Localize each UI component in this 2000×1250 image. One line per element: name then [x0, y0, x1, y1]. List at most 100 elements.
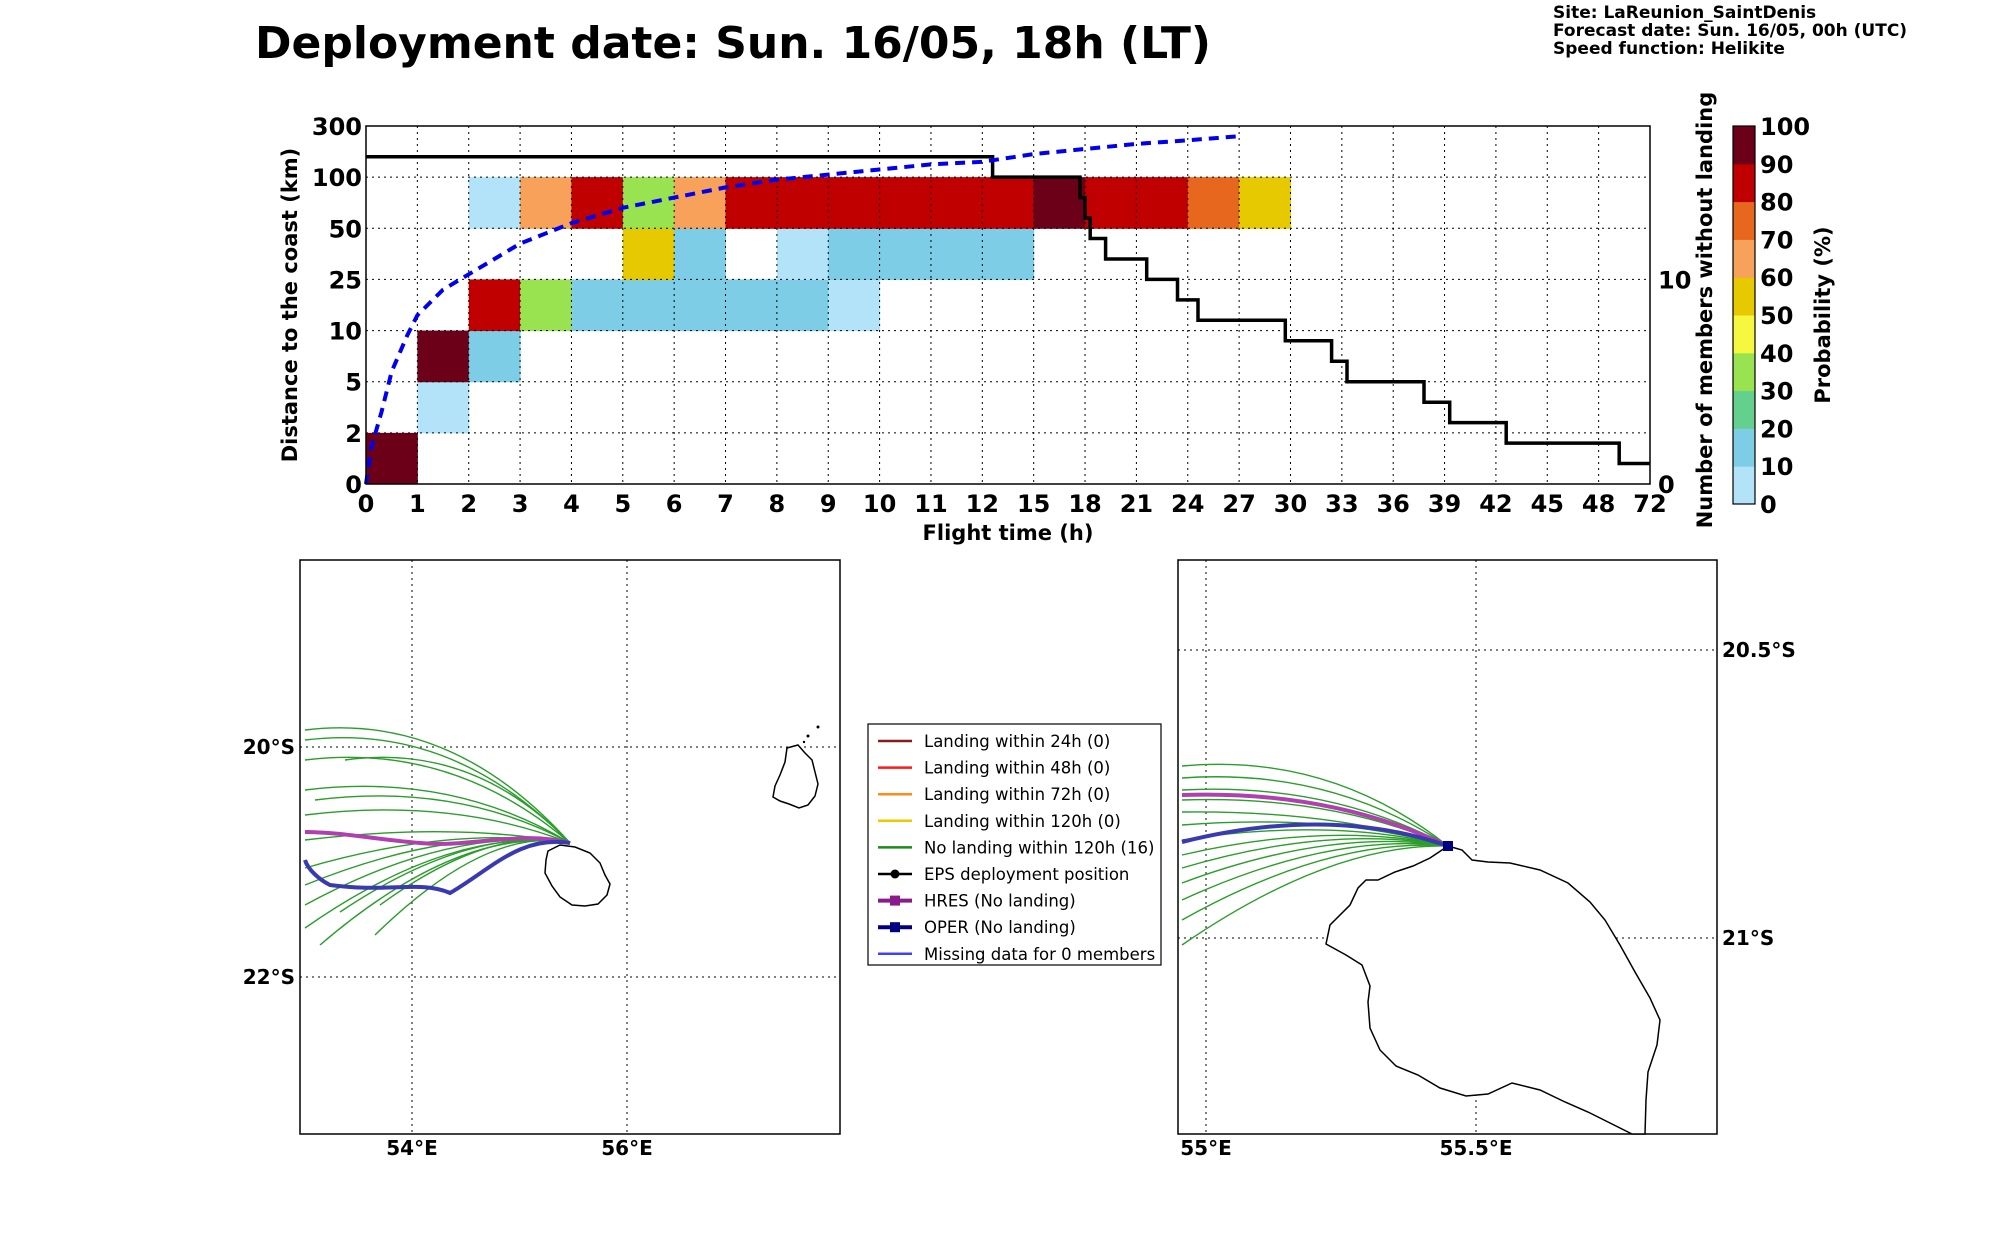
chart-title: Deployment date: Sun. 16/05, 18h (LT) [255, 18, 1211, 69]
x-tick-label: 42 [1479, 490, 1512, 518]
ensemble-track [1181, 837, 1449, 869]
colorbar-tick-label: 20 [1760, 415, 1793, 443]
heatmap-panel: 0 1 2 3 4 5 6 7 8 9 10 11 12 15 18 21 24 27 30 33 36 39 42 45 48… [278, 92, 1717, 545]
y-tick-label: 10 [329, 318, 362, 346]
x-tick-label: 33 [1325, 490, 1358, 518]
x-tick-label: 9 [820, 490, 837, 518]
colorbar-segment [1733, 466, 1755, 505]
colorbar-segment [1733, 163, 1755, 203]
left-map-y-tick: 20°S [243, 735, 295, 759]
heatmap-cell [776, 228, 829, 280]
ensemble-track [1181, 845, 1449, 946]
heatmap-cell [674, 279, 727, 332]
right-map-y-tick: 20.5°S [1722, 638, 1796, 662]
members-without-landing-line [366, 154, 1650, 466]
y-tick-label: 50 [329, 215, 362, 243]
ensemble-track [314, 795, 571, 844]
heatmap-cell [828, 279, 881, 332]
x-tick-label: 30 [1274, 490, 1307, 518]
heatmap-cell [776, 177, 829, 229]
heatmap-cell [879, 228, 932, 280]
y-tick-label: 100 [312, 164, 362, 192]
heatmap-cells [366, 177, 1291, 485]
x-tick-label: 5 [614, 490, 631, 518]
x-tick-label: 39 [1428, 490, 1461, 518]
y-tick-label: 25 [329, 266, 362, 294]
left-map-y-tick: 22°S [243, 965, 295, 989]
ensemble-track [1181, 842, 1449, 901]
oper-track [303, 839, 571, 896]
heatmap-cell [622, 177, 675, 229]
colorbar-tick-label: 70 [1760, 226, 1793, 254]
x-axis-label: Flight time (h) [923, 521, 1094, 545]
heatmap-cell [571, 177, 624, 229]
islet-dot [806, 734, 810, 738]
colorbar-segment [1733, 352, 1755, 392]
legend-marker [890, 869, 900, 879]
y-tick-label: 5 [345, 369, 362, 397]
legend-label: Landing within 24h (0) [924, 732, 1110, 751]
mean-distance-curve [364, 134, 1240, 485]
left-map-tracks [303, 727, 571, 946]
x-tick-label: 36 [1376, 490, 1409, 518]
legend-label: No landing within 120h (16) [924, 838, 1154, 857]
ensemble-track [304, 785, 571, 844]
colorbar-tick-label: 0 [1760, 491, 1777, 519]
y-tick-label: 0 [345, 471, 362, 499]
colorbar-tick-label: 40 [1760, 340, 1793, 368]
colorbar-segment [1733, 201, 1755, 240]
heatmap-cell [828, 177, 881, 229]
colorbar-tick-label: 100 [1760, 113, 1810, 141]
colorbar: 0 10 20 30 40 50 60 70 80 90 100 Probability (%) [1732, 113, 1835, 519]
ensemble-track [1181, 834, 1449, 856]
heatmap-cell [930, 177, 983, 229]
x-tick-label: 72 [1633, 490, 1666, 518]
colorbar-segment [1733, 428, 1755, 467]
heatmap-cell [674, 177, 727, 229]
heatmap-cell [982, 228, 1035, 280]
heatmap-cell [417, 381, 470, 434]
y-tick-label: 300 [312, 113, 362, 141]
heatmap-cell [930, 228, 983, 280]
ensemble-track [304, 727, 571, 844]
legend-label: Landing within 72h (0) [924, 785, 1110, 804]
x-tick-label: 45 [1531, 490, 1564, 518]
mauritius-island-outline [772, 744, 819, 809]
colorbar-tick-label: 60 [1760, 264, 1793, 292]
heatmap-cell [1033, 177, 1086, 229]
oper-track [1181, 822, 1449, 848]
colorbar-segment [1733, 390, 1755, 429]
site-label: Site: LaReunion_SaintDenis [1553, 3, 1816, 23]
colorbar-tick-label: 80 [1760, 189, 1793, 217]
x-tick-label: 21 [1120, 490, 1153, 518]
x-tick-label: 11 [914, 490, 947, 518]
right-map-y-tick: 21°S [1722, 926, 1774, 950]
heatmap-cell [1187, 177, 1240, 229]
deployment-marker [1443, 841, 1453, 851]
ensemble-track [1181, 840, 1449, 884]
heatmap-cell [622, 228, 675, 280]
forecast-date-label: Forecast date: Sun. 16/05, 00h (UTC) [1553, 21, 1907, 41]
x-tick-label: 6 [666, 490, 683, 518]
islet-dot [816, 725, 820, 729]
colorbar-segment [1733, 277, 1755, 316]
x-tick-label: 0 [358, 490, 375, 518]
heatmap-cell [520, 177, 572, 229]
heatmap-cell [828, 228, 881, 280]
heatmap-cell [674, 228, 727, 280]
colorbar-tick-label: 10 [1760, 453, 1793, 481]
x-tick-labels: 0 1 2 3 4 5 6 7 8 9 10 11 12 15 18 21 24 27 30 33 36 39 42 45 48… [358, 490, 1667, 518]
ensemble-track [1181, 844, 1449, 921]
legend-label: Landing within 120h (0) [924, 812, 1121, 831]
heatmap-cell [982, 177, 1035, 229]
colorbar-label: Probability (%) [1811, 226, 1835, 403]
heatmap-cell [520, 279, 572, 332]
heatmap-cell [571, 279, 624, 332]
x-tick-label: 4 [563, 490, 580, 518]
ensemble-track [344, 756, 571, 844]
x-tick-label: 12 [966, 490, 999, 518]
reunion-island-outline [1325, 845, 1661, 1135]
legend-marker [890, 922, 900, 933]
legend: Landing within 24h (0) Landing within 48h… [867, 723, 1162, 966]
left-map-x-tick: 54°E [386, 1136, 438, 1160]
